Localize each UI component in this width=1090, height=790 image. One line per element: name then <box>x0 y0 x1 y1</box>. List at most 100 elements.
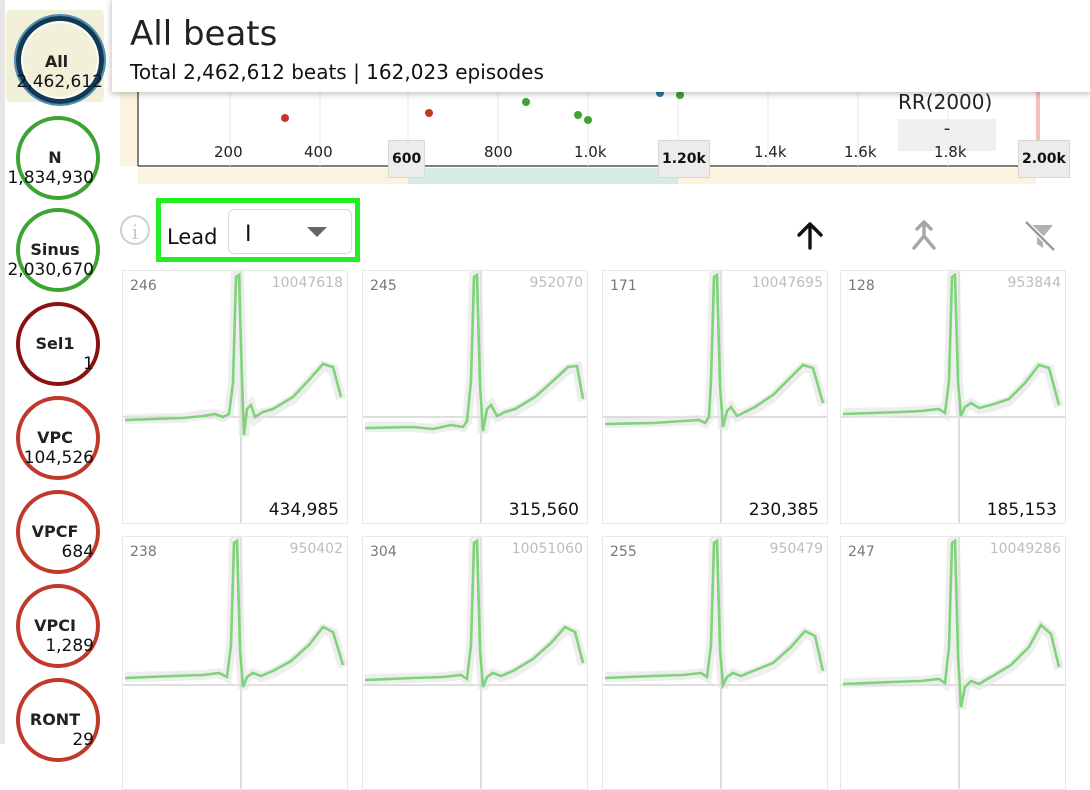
category-label: Sel1 <box>35 334 75 353</box>
beat-episode-id: 953844 <box>1007 275 1061 291</box>
scatter-point <box>522 98 530 106</box>
category-count: 684 <box>61 542 94 562</box>
page-title: All beats <box>130 14 278 54</box>
category-sel1[interactable]: Sel1 1 <box>16 302 102 388</box>
info-icon[interactable]: i <box>120 215 150 245</box>
beat-count: 230,385 <box>748 500 819 520</box>
beat-card[interactable]: 128 953844 185,153 <box>840 270 1066 524</box>
scatter-point <box>574 111 582 119</box>
category-sidebar: All 2,462,612 N 1,834,930 Sinus 2,030,67… <box>0 0 110 762</box>
category-n[interactable]: N 1,834,930 <box>7 116 102 202</box>
range-handle-right[interactable]: 1.20k <box>658 140 710 178</box>
category-ring <box>16 396 100 480</box>
category-ring <box>16 302 100 386</box>
beat-episode-id: 950479 <box>769 541 823 557</box>
scatter-point <box>281 114 289 122</box>
category-label: VPC <box>37 428 73 447</box>
beat-rr: 246 <box>130 278 157 294</box>
x-tick-label: 400 <box>304 143 333 161</box>
rr-chart[interactable] <box>120 92 1040 184</box>
beat-rr: 255 <box>610 544 637 560</box>
rr-chart-plot <box>120 92 1040 184</box>
category-label: VPCI <box>34 616 76 635</box>
beat-rr: 171 <box>610 278 637 294</box>
range-end-band <box>1036 92 1040 166</box>
page-subtitle: Total 2,462,612 beats | 162,023 episodes <box>130 60 544 84</box>
x-tick-label: 800 <box>484 143 513 161</box>
category-ring <box>16 584 100 668</box>
range-handle-max[interactable]: 2.00k <box>1018 140 1070 178</box>
beat-rr: 247 <box>848 544 875 560</box>
category-ring <box>16 116 100 200</box>
beat-count: 315,560 <box>508 500 579 520</box>
beat-episode-id: 952070 <box>529 275 583 291</box>
beat-card[interactable]: 304 10051060 <box>362 536 588 790</box>
beat-rr: 238 <box>130 544 157 560</box>
category-label: All <box>44 52 69 71</box>
chevron-down-icon <box>307 227 327 237</box>
scatter-point <box>425 109 433 117</box>
category-label: RONT <box>29 710 81 729</box>
range-handle-left[interactable]: 600 <box>388 140 426 178</box>
category-count: 29 <box>72 730 94 750</box>
beat-card[interactable]: 255 950479 <box>602 536 828 790</box>
beat-rr: 128 <box>848 278 875 294</box>
filter-off-icon[interactable] <box>1020 216 1060 256</box>
lead-label: Lead <box>167 225 218 249</box>
category-all[interactable]: All 2,462,612 <box>6 10 105 104</box>
x-tick-label: 200 <box>214 143 243 161</box>
category-count: 1 <box>83 354 94 374</box>
page-header: All beats Total 2,462,612 beats | 162,02… <box>111 0 1090 92</box>
rr-plot-area <box>138 92 1036 166</box>
category-label: Sinus <box>30 240 80 259</box>
beat-card[interactable]: 245 952070 315,560 <box>362 270 588 524</box>
category-label: VPCF <box>31 522 79 541</box>
scatter-point <box>676 92 684 99</box>
category-ring <box>16 16 104 104</box>
beat-waveform <box>841 271 1065 523</box>
category-vpc[interactable]: VPC 104,526 <box>16 396 102 482</box>
beat-waveform <box>841 537 1065 789</box>
category-ring <box>16 208 100 292</box>
category-sinus[interactable]: Sinus 2,030,670 <box>7 208 102 294</box>
category-label: N <box>48 148 62 167</box>
category-vpcf[interactable]: VPCF 684 <box>16 490 102 576</box>
category-count: 104,526 <box>23 448 94 468</box>
category-count: 2,462,612 <box>16 72 103 92</box>
beat-card[interactable]: 247 10049286 <box>840 536 1066 790</box>
beat-card[interactable]: 246 10047618 434,985 <box>122 270 348 524</box>
rr-value: - <box>898 119 996 151</box>
category-count: 1,289 <box>45 636 94 656</box>
beat-card[interactable]: 171 10047695 230,385 <box>602 270 828 524</box>
beat-rr: 304 <box>370 544 397 560</box>
beat-episode-id: 10051060 <box>511 541 583 557</box>
beat-waveform <box>603 271 827 523</box>
category-count: 2,030,670 <box>7 260 94 280</box>
arrow-up-icon[interactable] <box>790 216 830 256</box>
beat-waveform <box>363 537 587 789</box>
rr-label: RR(2000) <box>898 90 993 114</box>
beat-rr: 245 <box>370 278 397 294</box>
category-ront[interactable]: RONT 29 <box>16 678 102 764</box>
beat-episode-id: 10047618 <box>271 275 343 291</box>
beat-waveform <box>363 271 587 523</box>
beat-waveform <box>123 271 347 523</box>
beat-card[interactable]: 238 950402 <box>122 536 348 790</box>
lead-control: Lead I <box>156 198 360 262</box>
sidebar-scroll-edge <box>0 0 5 744</box>
beat-episode-id: 950402 <box>289 541 343 557</box>
beat-waveform <box>123 537 347 789</box>
category-vpci[interactable]: VPCI 1,289 <box>16 584 102 670</box>
category-count: 1,834,930 <box>7 168 94 188</box>
beat-count: 185,153 <box>986 500 1057 520</box>
lead-value: I <box>245 222 252 247</box>
x-tick-label: 1.0k <box>574 143 607 161</box>
x-tick-label: 1.4k <box>754 143 787 161</box>
beat-count: 434,985 <box>268 500 339 520</box>
lead-select[interactable]: I <box>228 209 352 254</box>
scatter-point <box>584 116 592 124</box>
selected-range[interactable] <box>408 168 678 184</box>
merge-icon[interactable] <box>904 216 944 256</box>
beat-waveform <box>603 537 827 789</box>
beat-episode-id: 10049286 <box>989 541 1061 557</box>
